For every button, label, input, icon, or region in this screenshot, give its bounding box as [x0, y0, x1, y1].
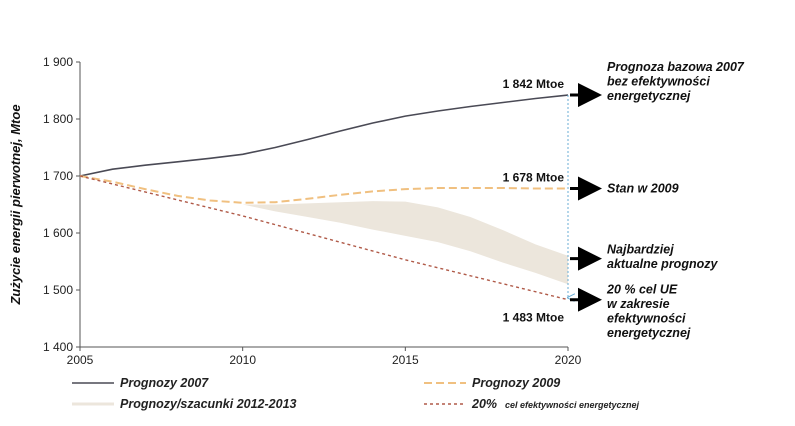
annotation-text: Najbardziej — [607, 243, 674, 257]
legend-label-prognozy-2009: Prognozy 2009 — [472, 376, 560, 390]
value-label: 1 483 Mtoe — [503, 311, 565, 325]
annotation-text: w zakresie — [607, 297, 670, 311]
annotation-text: Prognoza bazowa 2007 — [607, 60, 745, 74]
y-tick-label: 1 500 — [43, 283, 73, 297]
legend-label-band: Prognozy/szacunki 2012-2013 — [120, 397, 297, 411]
y-tick-label: 1 600 — [43, 226, 73, 240]
legend-label-target-rest: cel efektywności energetycznej — [505, 400, 640, 410]
series-line-2 — [79, 175, 568, 204]
x-tick-label: 2005 — [67, 353, 94, 367]
legend-label-prognozy-2007: Prognozy 2007 — [120, 376, 209, 390]
x-tick-label: 2020 — [555, 353, 582, 367]
annotation-text: energetycznej — [607, 89, 691, 103]
annotation-text: Stan w 2009 — [607, 182, 679, 196]
annotation-text: bez efektywności — [607, 75, 710, 89]
y-tick-label: 1 800 — [43, 112, 73, 126]
value-label: 1 678 Mtoe — [503, 171, 565, 185]
series-line-1 — [79, 94, 569, 177]
annotation-text: energetycznej — [607, 326, 691, 340]
annotation-text: efektywności — [607, 312, 686, 326]
y-tick-label: 1 900 — [43, 55, 73, 69]
annotation-text: 20 % cel UE — [606, 283, 678, 297]
x-tick-label: 2010 — [229, 353, 256, 367]
forecast-band — [242, 201, 568, 285]
value-label: 1 842 Mtoe — [503, 77, 565, 91]
y-tick-label: 1 700 — [43, 169, 73, 183]
x-tick-label: 2015 — [392, 353, 419, 367]
annotation-text: aktualne prognozy — [607, 257, 718, 271]
legend-label-target-prefix: 20% — [471, 397, 497, 411]
y-tick-label: 1 400 — [43, 340, 73, 354]
y-axis-title: Zużycie energii pierwotnej, Mtoe — [8, 104, 23, 305]
